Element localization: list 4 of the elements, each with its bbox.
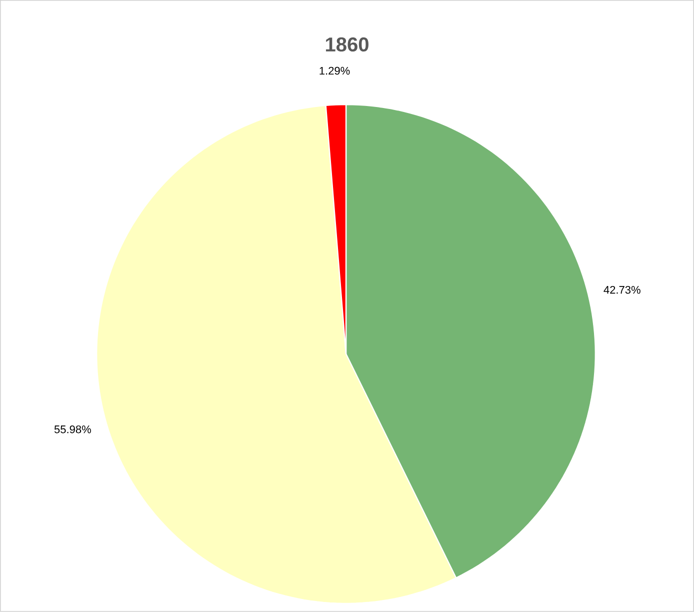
- chart-title: 1860: [326, 37, 368, 52]
- data-label: 55.98%: [54, 426, 91, 434]
- data-label: 42.73%: [604, 286, 640, 294]
- data-label: 1.29%: [320, 66, 350, 75]
